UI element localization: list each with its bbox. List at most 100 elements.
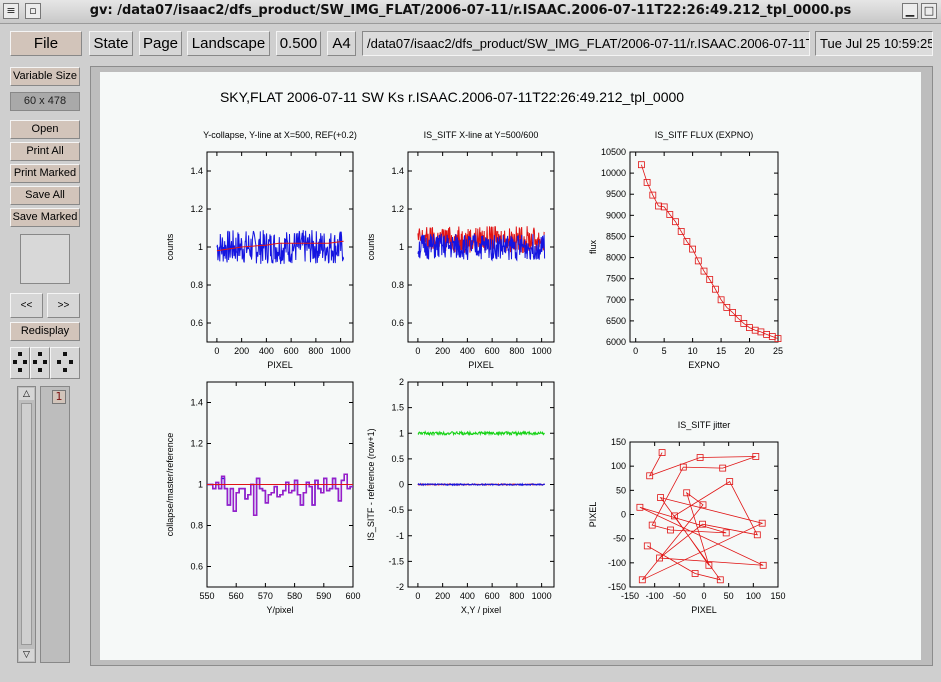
x-tick-label: 600 bbox=[284, 346, 299, 356]
data-point bbox=[660, 203, 668, 211]
data-point bbox=[689, 245, 696, 253]
variable-size-button[interactable]: Variable Size bbox=[10, 67, 80, 86]
next-page-button[interactable]: >> bbox=[47, 293, 80, 318]
x-tick-label: 400 bbox=[460, 591, 475, 601]
series-line bbox=[639, 452, 764, 581]
x-tick-label: 400 bbox=[460, 346, 475, 356]
data-point bbox=[643, 179, 651, 186]
x-tick-label: 20 bbox=[745, 346, 755, 356]
arrows-icon bbox=[33, 352, 47, 372]
y-tick-label: 1 bbox=[399, 242, 404, 252]
data-point bbox=[699, 501, 707, 509]
arrows-icon bbox=[13, 352, 27, 372]
x-tick-label: 10 bbox=[688, 346, 698, 356]
data-point bbox=[753, 531, 761, 539]
chart-5: 0 200 400 600 800 1000 -2 -1.5 -1 -0.5 0 0.5 1 1.5 2 X,… bbox=[366, 377, 555, 615]
chart-title: IS_SITF FLUX (EXPNO) bbox=[655, 130, 754, 140]
y-tick-label: 1 bbox=[399, 428, 404, 438]
file-path-field[interactable]: /data07/isaac2/dfs_product/SW_IMG_FLAT/2… bbox=[362, 31, 810, 56]
x-tick-label: 590 bbox=[316, 591, 331, 601]
x-tick-label: 1000 bbox=[331, 346, 351, 356]
x-tick-label: 0 bbox=[214, 346, 219, 356]
y-tick-label: 7500 bbox=[606, 274, 626, 284]
pan-icon-center[interactable] bbox=[30, 347, 50, 379]
y-tick-label: -1 bbox=[396, 531, 404, 541]
data-point bbox=[694, 257, 702, 265]
maximize-icon[interactable]: □ bbox=[921, 3, 937, 19]
sidebar: Variable Size 60 x 478 Open Print All Pr… bbox=[0, 64, 88, 682]
y-tick-label: 6500 bbox=[606, 316, 626, 326]
data-point bbox=[759, 561, 767, 569]
y-tick-label: 1.4 bbox=[391, 166, 404, 176]
save-marked-button[interactable]: Save Marked bbox=[10, 208, 80, 227]
document-page: SKY,FLAT 2006-07-11 SW Ks r.ISAAC.2006-0… bbox=[100, 72, 921, 660]
y-tick-label: 1 bbox=[198, 480, 203, 490]
window-menu-icon[interactable]: ≡ bbox=[3, 3, 19, 19]
print-marked-button[interactable]: Print Marked bbox=[10, 164, 80, 183]
save-all-button[interactable]: Save All bbox=[10, 186, 80, 205]
page-preview[interactable] bbox=[20, 234, 70, 284]
x-tick-label: 200 bbox=[435, 346, 450, 356]
document-viewport[interactable]: SKY,FLAT 2006-07-11 SW Ks r.ISAAC.2006-0… bbox=[90, 66, 933, 666]
page-list-scrollbar[interactable]: △ ▽ bbox=[17, 386, 36, 663]
x-tick-label: 200 bbox=[234, 346, 249, 356]
document-figure: SKY,FLAT 2006-07-11 SW Ks r.ISAAC.2006-0… bbox=[165, 89, 786, 615]
x-tick-label: 0 bbox=[415, 346, 420, 356]
x-tick-label: 400 bbox=[259, 346, 274, 356]
x-tick-label: -50 bbox=[673, 591, 686, 601]
state-button[interactable]: State bbox=[89, 31, 133, 56]
chart-6: IS_SITF jitter -150 -100 -50 0 50 100 150 -150 -1… bbox=[588, 420, 786, 615]
orientation-button[interactable]: Landscape bbox=[187, 31, 270, 56]
data-point bbox=[636, 503, 644, 511]
x-tick-label: 1000 bbox=[532, 346, 552, 356]
data-point bbox=[672, 218, 679, 226]
y-tick-label: 0.8 bbox=[190, 521, 203, 531]
prev-page-button[interactable]: << bbox=[10, 293, 43, 318]
window-icon[interactable]: ▫ bbox=[25, 3, 41, 19]
data-point bbox=[649, 191, 657, 199]
redisplay-button[interactable]: Redisplay bbox=[10, 322, 80, 341]
data-point bbox=[722, 529, 730, 537]
y-tick-label: 1 bbox=[198, 242, 203, 252]
y-tick-label: -150 bbox=[608, 582, 626, 592]
page-list-item[interactable]: 1 bbox=[52, 390, 66, 404]
plot-frame bbox=[629, 151, 779, 343]
open-button[interactable]: Open bbox=[10, 120, 80, 139]
data-point bbox=[758, 519, 766, 527]
chart-4: 550 560 570 580 590 600 0.6 0.8 1 1.2 1.4 Y/pixel co… bbox=[165, 381, 361, 615]
series-line bbox=[216, 230, 345, 265]
media-button[interactable]: A4 bbox=[327, 31, 356, 56]
y-tick-label: 9000 bbox=[606, 210, 626, 220]
data-point bbox=[683, 238, 691, 245]
pan-icon-left[interactable] bbox=[10, 347, 30, 379]
document-title: SKY,FLAT 2006-07-11 SW Ks r.ISAAC.2006-0… bbox=[220, 89, 684, 105]
scroll-up-icon[interactable]: △ bbox=[19, 388, 34, 400]
series-line bbox=[417, 482, 546, 487]
data-point bbox=[699, 520, 706, 528]
x-tick-label: -100 bbox=[646, 591, 664, 601]
data-point bbox=[716, 576, 724, 584]
y-tick-label: 1.5 bbox=[391, 403, 404, 413]
scroll-thumb[interactable] bbox=[21, 403, 32, 645]
print-all-button[interactable]: Print All bbox=[10, 142, 80, 161]
scroll-down-icon[interactable]: ▽ bbox=[19, 649, 34, 661]
arrows-icon bbox=[57, 352, 73, 372]
minimize-icon[interactable]: ▁ bbox=[902, 3, 918, 19]
y-tick-label: 50 bbox=[616, 485, 626, 495]
data-point bbox=[726, 478, 734, 486]
y-tick-label: 0.8 bbox=[391, 280, 404, 290]
y-tick-label: 8000 bbox=[606, 253, 626, 263]
data-point bbox=[643, 542, 651, 550]
data-point bbox=[706, 276, 714, 283]
page-button[interactable]: Page bbox=[139, 31, 182, 56]
zoom-button[interactable]: 0.500 bbox=[276, 31, 321, 56]
file-button[interactable]: File bbox=[10, 31, 82, 56]
series-step bbox=[207, 473, 353, 517]
y-axis-label: flux bbox=[588, 240, 598, 255]
page-list[interactable]: 1 bbox=[40, 386, 70, 663]
pan-icon-right[interactable] bbox=[50, 347, 80, 379]
y-tick-label: -0.5 bbox=[388, 505, 404, 515]
data-point bbox=[719, 464, 727, 472]
chart-title: IS_SITF X-line at Y=500/600 bbox=[424, 130, 539, 140]
series-line bbox=[216, 240, 344, 252]
